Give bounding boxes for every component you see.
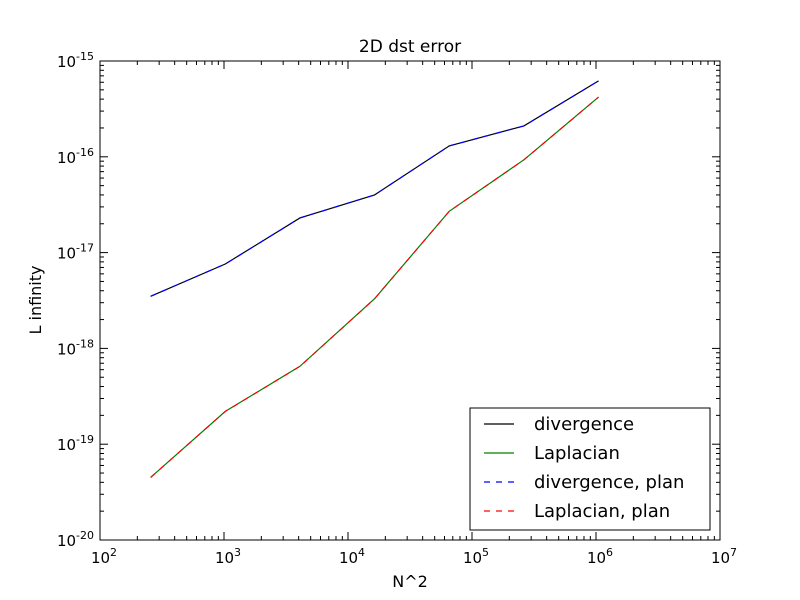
y-tick-label: 10-15 <box>57 50 94 71</box>
chart-title: 2D dst error <box>359 37 461 57</box>
legend-label: divergence, plan <box>534 472 684 493</box>
series-layer <box>150 80 599 478</box>
ticks-layer: 102 103 104 105 106 107 10-20 10-19 10-18 10-17 10… <box>57 50 737 567</box>
y-tick-label: 10-16 <box>57 146 94 167</box>
y-axis-label: L infinity <box>26 266 45 335</box>
legend-box <box>469 407 711 531</box>
x-axis-label: N^2 <box>392 572 428 591</box>
y-tick-label: 10-18 <box>57 337 94 358</box>
series-line-divergence-plan <box>150 80 599 297</box>
legend-label: Laplacian <box>534 443 620 464</box>
x-tick-label: 106 <box>587 546 613 567</box>
series-line-laplacian-plan <box>150 96 599 478</box>
x-tick-label: 104 <box>339 546 365 567</box>
plot-frame <box>99 60 721 541</box>
x-tick-label: 107 <box>711 546 737 567</box>
legend-label: divergence <box>534 414 634 435</box>
legend-label: Laplacian, plan <box>534 501 670 522</box>
y-tick-label: 10-20 <box>57 529 94 550</box>
y-tick-label: 10-19 <box>57 433 94 454</box>
x-tick-label: 103 <box>215 546 241 567</box>
x-tick-label: 105 <box>463 546 489 567</box>
y-tick-label: 10-17 <box>57 242 94 263</box>
x-tick-label: 102 <box>91 546 117 567</box>
legend: divergence Laplacian divergence, plan Lapla… <box>469 407 711 531</box>
